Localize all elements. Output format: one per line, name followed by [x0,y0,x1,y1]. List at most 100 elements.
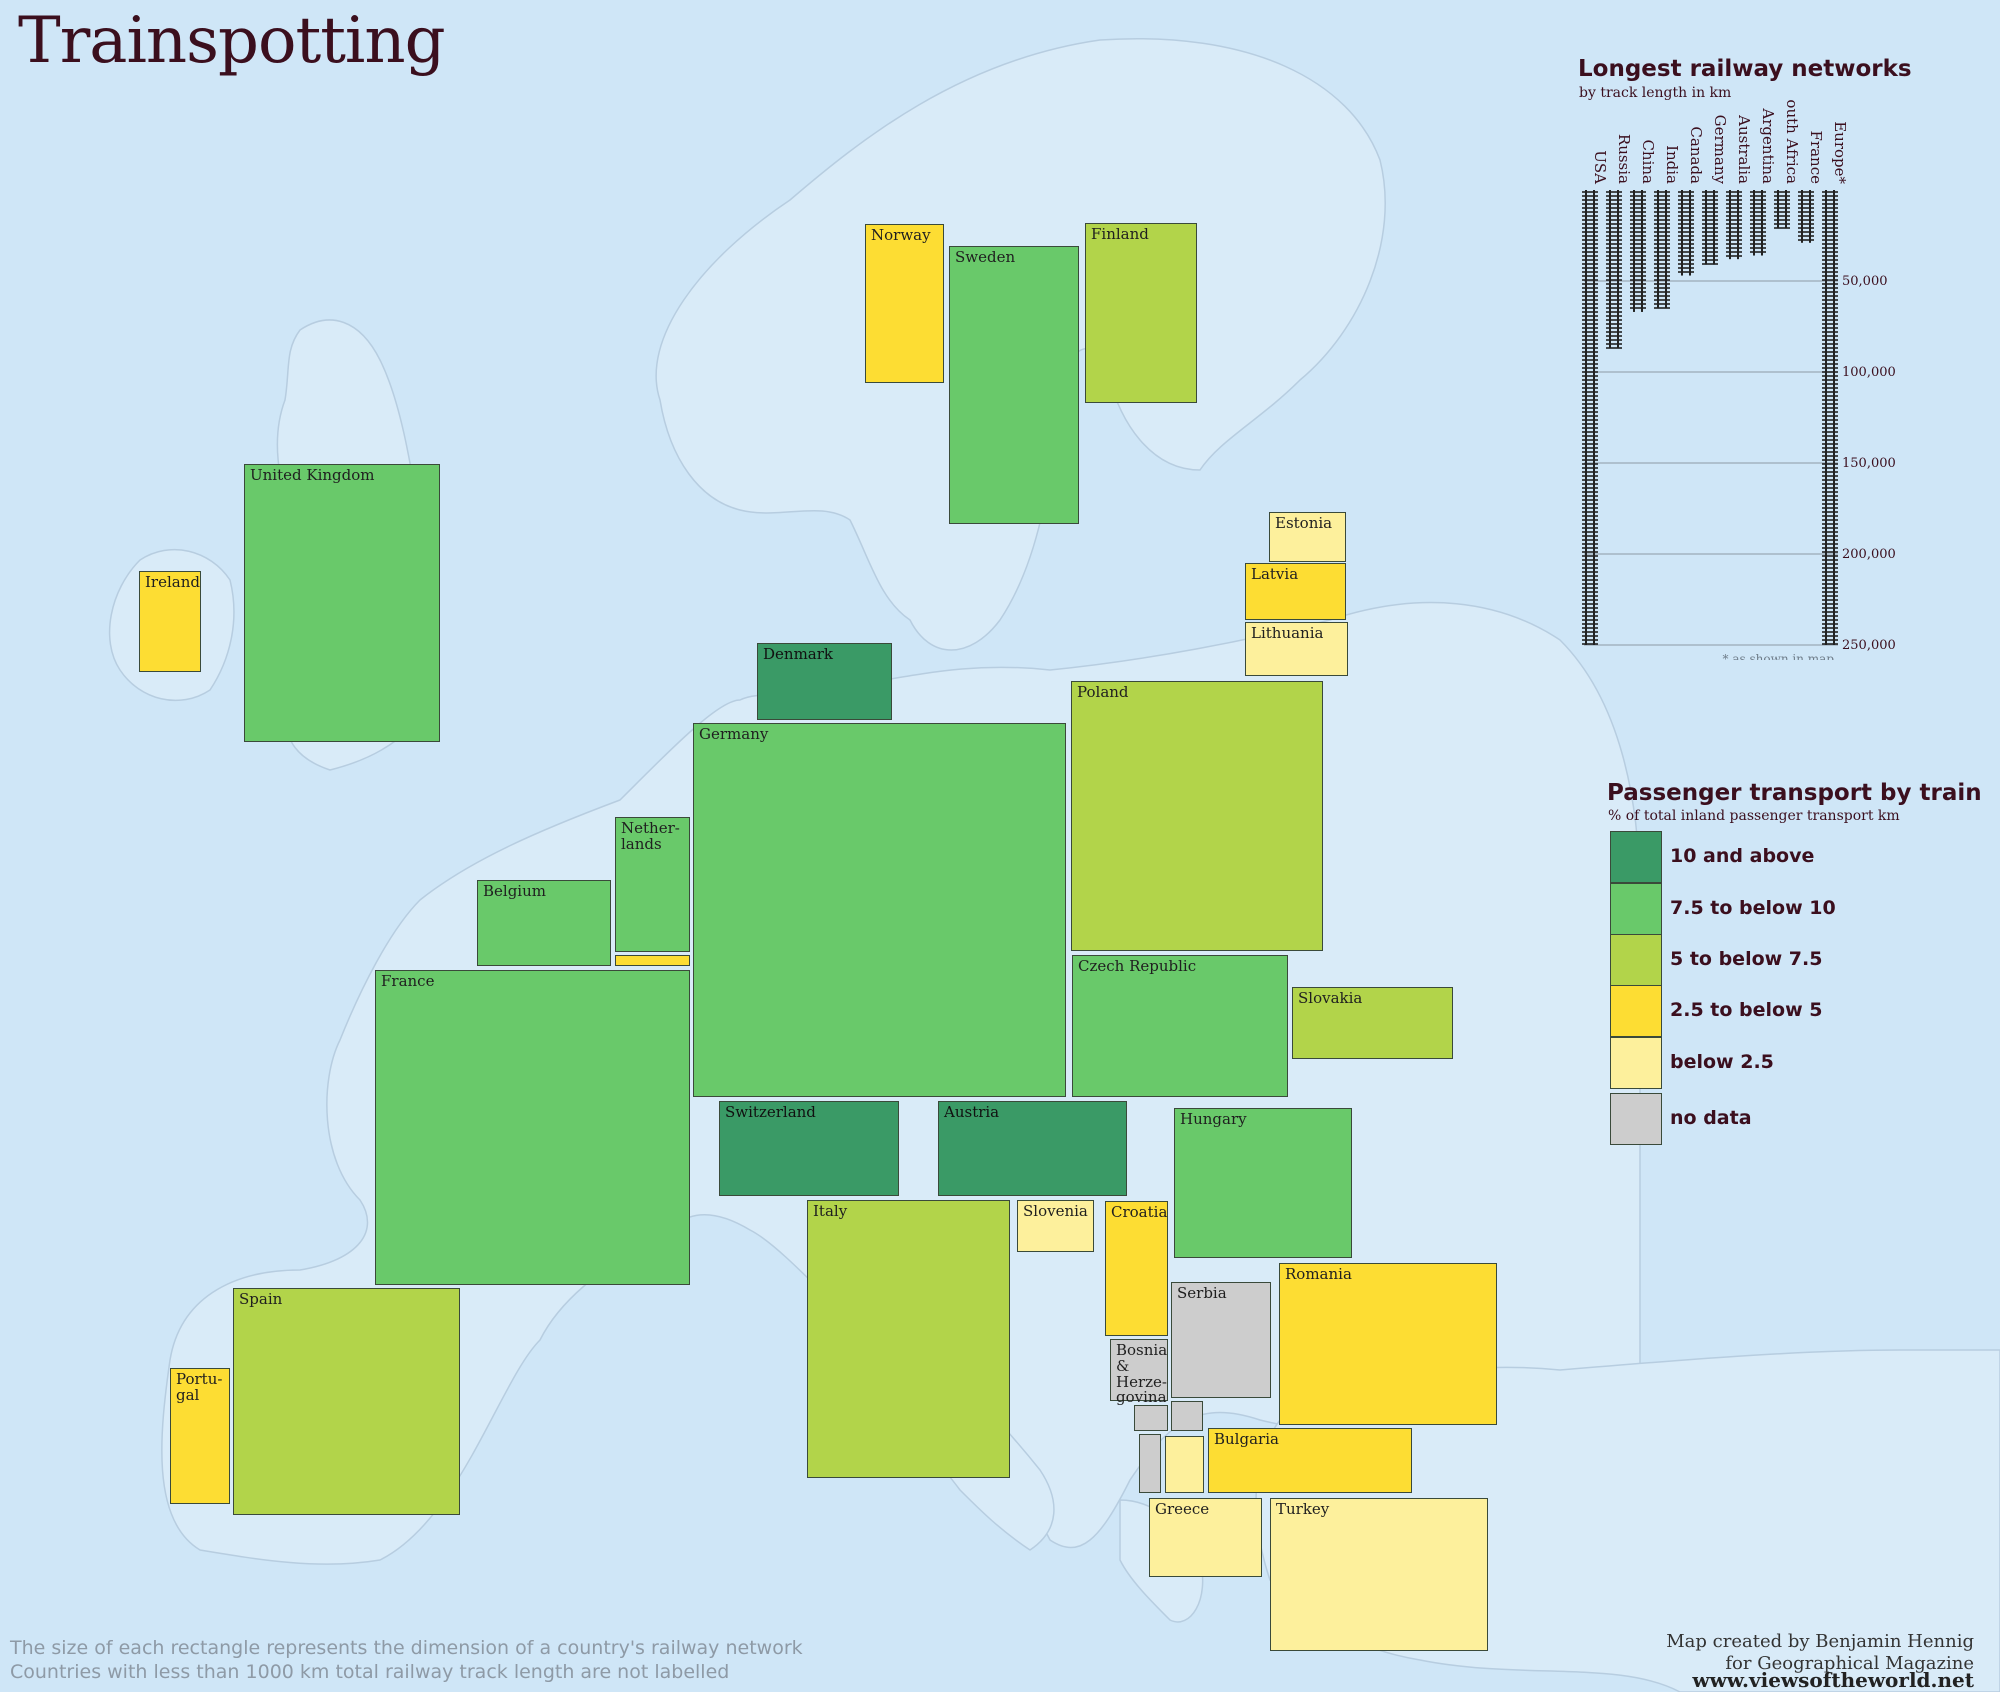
country-rect-ireland[interactable]: Ireland [139,571,201,672]
category-label: Germany [1711,115,1729,185]
country-rect-croatia[interactable]: Croatia [1105,1201,1168,1336]
legend-item: 2.5 to below 5 [1610,985,1910,1037]
country-label: Italy [813,1202,848,1220]
country-rect-turkey[interactable]: Turkey [1270,1498,1488,1651]
country-rect-latvia[interactable]: Latvia [1245,563,1346,620]
country-rect-estonia[interactable]: Estonia [1269,512,1346,562]
legend-item: 5 to below 7.5 [1610,934,1910,986]
category-label: France [1807,131,1825,185]
country-rect-netherlands[interactable]: Nether- lands [615,817,690,952]
country-rect-bosnia-herzegovina[interactable]: Bosnia & Herze- govina [1110,1339,1168,1405]
y-tick-label: 200,000 [1842,547,1896,562]
y-tick-label: 150,000 [1842,456,1896,471]
country-rect-spain[interactable]: Spain [233,1288,460,1515]
railway-length-chart: 50,000 100,000 150,000 200,000 250,000 USA Rus… [1582,100,1896,660]
legend-item: 10 and above [1610,831,1910,883]
legend-title: Passenger transport by train [1607,780,1982,806]
country-label: Estonia [1275,514,1333,532]
country-rect-slovenia[interactable]: Slovenia [1017,1200,1094,1252]
country-label: Nether- lands [621,819,680,853]
country-rect-bulgaria[interactable]: Bulgaria [1208,1428,1412,1493]
country-rect-united-kingdom[interactable]: United Kingdom [244,464,440,742]
country-label: Sweden [955,248,1016,266]
track-bar [1582,190,1598,645]
country-label: Norway [871,226,931,244]
country-label: France [381,972,435,990]
legend-label: no data [1670,1107,1752,1129]
credit-url[interactable]: www.viewsoftheworld.net [1692,1668,1974,1692]
legend-item: below 2.5 [1610,1037,1910,1089]
legend-label: below 2.5 [1670,1051,1774,1073]
country-label: Hungary [1180,1110,1247,1128]
page-title: Trainspotting [18,4,446,78]
country-rect-greece[interactable]: Greece [1149,1498,1262,1577]
category-label: Argentina [1759,107,1777,184]
country-label: Austria [944,1103,1000,1121]
category-label: India [1663,145,1681,184]
track-bar [1630,190,1646,312]
country-label: Bosnia & Herze- govina [1116,1341,1168,1407]
country-label: Spain [239,1290,283,1308]
country-label: Germany [699,725,769,743]
country-rect-small-unlabelled[interactable] [1171,1401,1203,1431]
country-rect-switzerland[interactable]: Switzerland [719,1101,899,1196]
category-label: Russia [1615,134,1633,184]
track-bar [1678,190,1694,276]
country-rect-poland[interactable]: Poland [1071,681,1323,951]
chart-footnote: * as shown in map [1723,652,1835,660]
country-rect-norway[interactable]: Norway [865,224,944,383]
country-rect-sweden[interactable]: Sweden [949,246,1079,524]
track-bar [1702,190,1718,265]
country-rect-finland[interactable]: Finland [1085,223,1197,403]
category-label: South Africa [1783,100,1801,184]
country-label: Romania [1285,1265,1352,1283]
country-rect-belgium[interactable]: Belgium [477,880,611,966]
country-label: Lithuania [1251,624,1324,642]
country-label: Turkey [1276,1500,1330,1518]
category-label: China [1639,139,1657,184]
track-bar [1822,190,1838,645]
country-rect-denmark[interactable]: Denmark [757,643,892,720]
country-label: Slovakia [1298,989,1363,1007]
country-rect-small-unlabelled[interactable] [1134,1405,1168,1431]
legend-swatch [1610,1037,1662,1089]
country-rect-austria[interactable]: Austria [938,1101,1127,1196]
country-label: Poland [1077,683,1129,701]
country-rect-hungary[interactable]: Hungary [1174,1108,1352,1258]
track-bar [1654,190,1670,309]
country-label: Serbia [1177,1284,1227,1302]
track-bar [1726,190,1742,260]
country-label: Belgium [483,882,546,900]
track-bar [1750,190,1766,256]
legend-swatch [1610,883,1662,935]
track-bar [1798,190,1814,243]
y-tick-label: 100,000 [1842,365,1896,380]
country-rect-romania[interactable]: Romania [1279,1263,1497,1425]
country-rect-small-unlabelled[interactable] [1165,1436,1204,1493]
country-label: Greece [1155,1500,1210,1518]
legend-label: 10 and above [1670,845,1815,867]
legend-label: 7.5 to below 10 [1670,897,1836,919]
country-rect-czech-republic[interactable]: Czech Republic [1072,955,1288,1097]
legend-swatch [1610,831,1662,883]
track-bar [1606,190,1622,349]
country-rect-italy[interactable]: Italy [807,1200,1010,1478]
country-label: Slovenia [1023,1202,1088,1220]
country-rect-small-unlabelled[interactable] [1139,1434,1161,1493]
country-rect-serbia[interactable]: Serbia [1171,1282,1271,1398]
country-label: Portu- gal [176,1370,223,1404]
footnote-line-2: Countries with less than 1000 km total r… [10,1661,730,1683]
country-rect-germany[interactable]: Germany [693,723,1066,1097]
legend-label: 5 to below 7.5 [1670,948,1823,970]
country-rect-slovakia[interactable]: Slovakia [1292,987,1453,1059]
legend-item: 7.5 to below 10 [1610,883,1910,935]
legend-swatch [1610,934,1662,986]
track-bar [1774,190,1790,229]
country-label: Latvia [1251,565,1299,583]
legend-label: 2.5 to below 5 [1670,999,1823,1021]
country-rect-lithuania[interactable]: Lithuania [1245,622,1348,676]
country-rect-luxembourg[interactable] [615,955,690,966]
country-label: Croatia [1111,1203,1168,1221]
country-rect-portugal[interactable]: Portu- gal [170,1368,230,1504]
country-rect-france[interactable]: France [375,970,690,1285]
